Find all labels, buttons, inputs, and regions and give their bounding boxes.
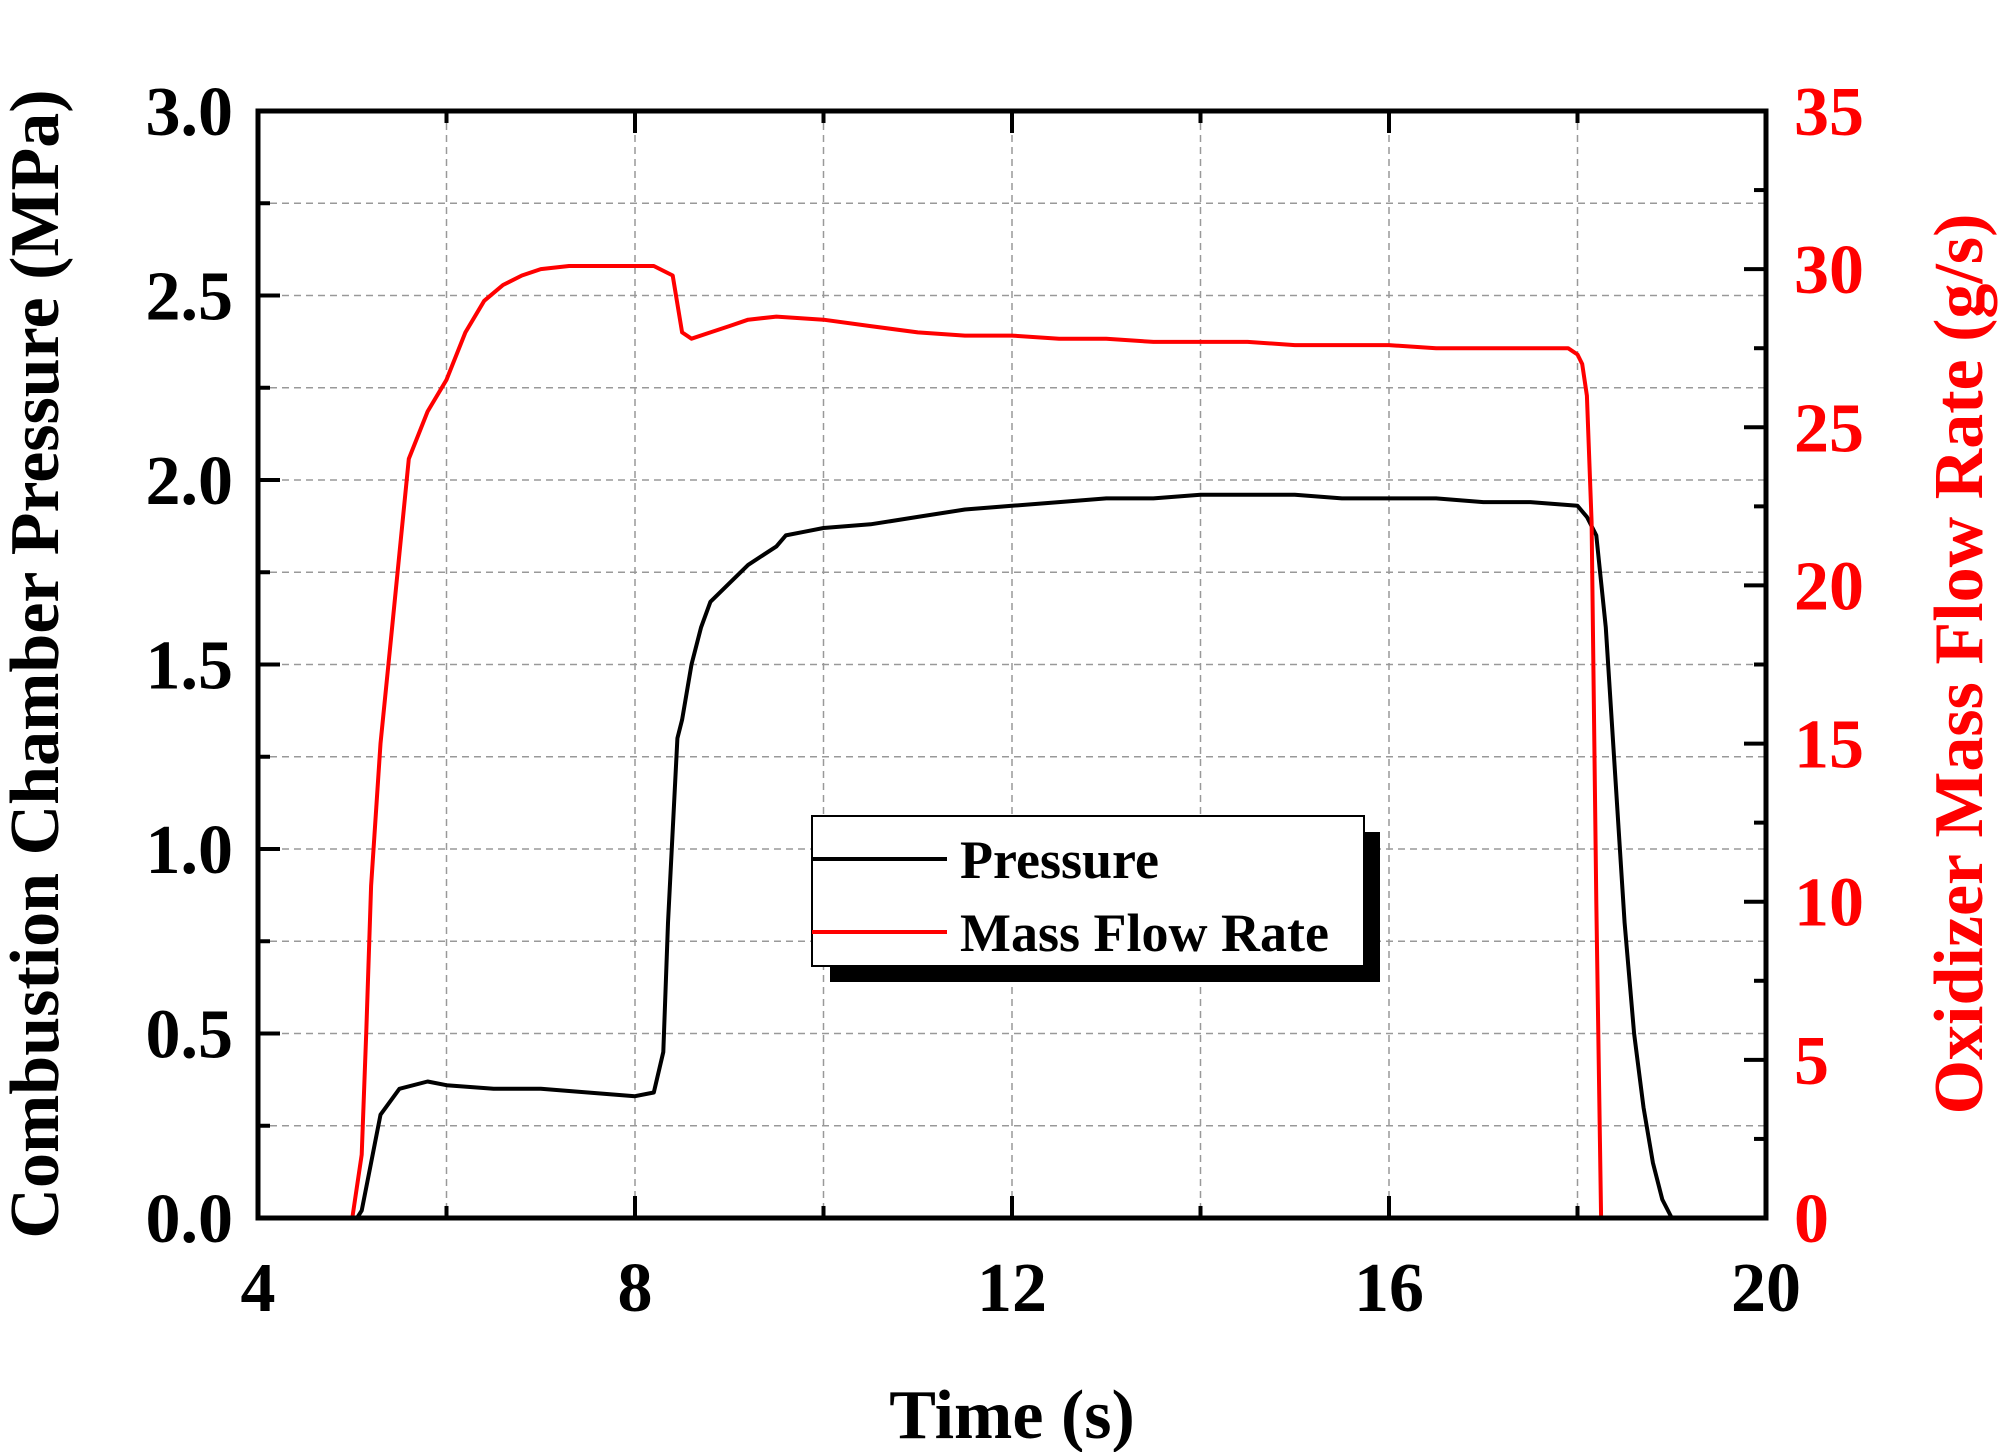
y-right-tick-label: 10	[1794, 865, 1864, 942]
x-tick-label: 8	[618, 1250, 653, 1327]
y-right-tick-label: 25	[1794, 390, 1864, 467]
x-tick-label: 20	[1731, 1250, 1801, 1327]
x-tick-label: 16	[1354, 1250, 1424, 1327]
y-left-tick-label: 2.5	[146, 259, 234, 336]
y-left-tick-label: 2.0	[146, 443, 234, 520]
legend: Pressure Mass Flow Rate	[811, 815, 1380, 982]
y-right-tick-label: 20	[1794, 548, 1864, 625]
y-left-tick-label: 3.0	[146, 74, 234, 151]
series-layer	[258, 264, 1766, 1220]
ticks-layer: 4 8 12 16 20 0.0 0.5 1.0 1.5 2.0 2.5 3.0 0 5 10 15 20 25 3…	[146, 74, 1865, 1327]
x-tick-label: 4	[241, 1250, 276, 1327]
series-line-pressure	[258, 492, 1766, 1220]
x-tick-label: 12	[977, 1250, 1047, 1327]
y-left-tick-label: 0.0	[146, 1181, 234, 1258]
y-left-tick-label: 1.5	[146, 628, 234, 705]
grid-layer	[258, 111, 1766, 1218]
legend-label-pressure: Pressure	[960, 830, 1159, 890]
y-left-axis-title: Combustion Chamber Pressure (MPa)	[0, 89, 74, 1238]
y-left-tick-label: 0.5	[146, 997, 234, 1074]
y-right-tick-label: 30	[1794, 232, 1864, 309]
series-line-mass-flow-rate	[258, 264, 1766, 1220]
x-axis-title: Time (s)	[889, 1377, 1135, 1452]
y-right-tick-label: 5	[1794, 1023, 1829, 1100]
y-right-axis-title: Oxidizer Mass Flow Rate (g/s)	[1921, 214, 1998, 1115]
y-right-tick-label: 15	[1794, 707, 1864, 784]
legend-box	[811, 815, 1365, 967]
legend-label-mass-flow-rate: Mass Flow Rate	[960, 903, 1329, 963]
y-right-tick-label: 0	[1794, 1181, 1829, 1258]
y-right-tick-label: 35	[1794, 74, 1864, 151]
y-left-tick-label: 1.0	[146, 812, 234, 889]
